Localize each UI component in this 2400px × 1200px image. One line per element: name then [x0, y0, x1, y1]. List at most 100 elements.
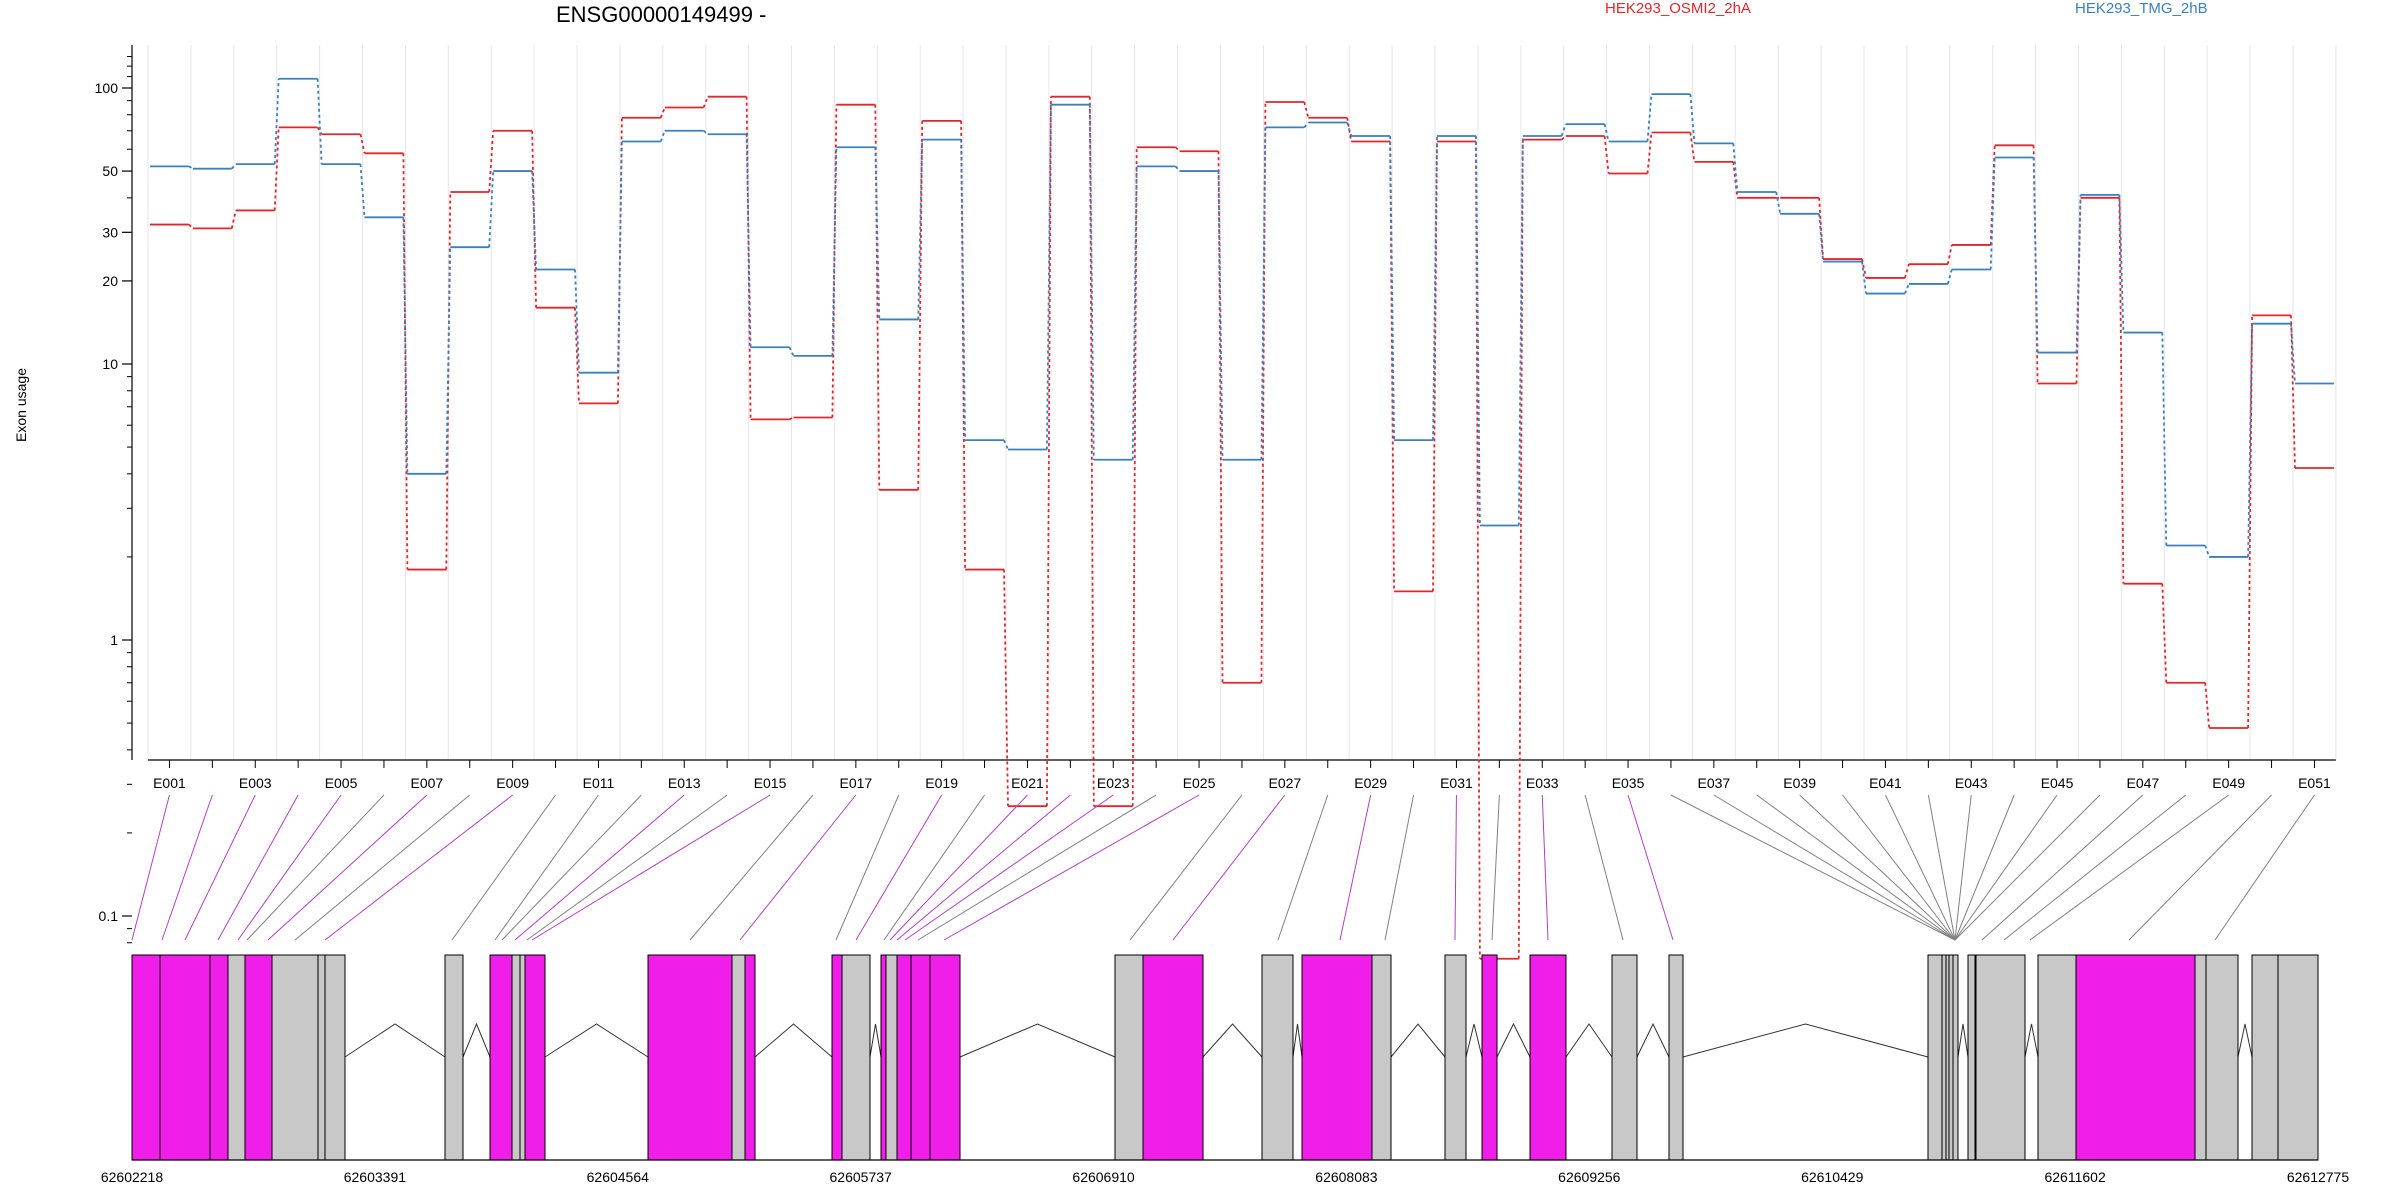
series-connector: [789, 416, 794, 421]
exon-connector: [1339, 794, 1372, 941]
exon-connector: [324, 794, 513, 941]
genomic-tick-label: 62603391: [344, 1169, 407, 1185]
exon-box: [1611, 954, 1638, 1161]
x-tick-label: E043: [1955, 775, 1988, 791]
exon-connector: [1954, 794, 2101, 941]
series-connector: [1046, 96, 1052, 807]
exon-box-highlighted: [831, 954, 843, 1161]
exon-box: [2037, 954, 2077, 1161]
series-connector: [1861, 261, 1867, 294]
exon-connector: [855, 794, 943, 941]
series-connector: [2204, 682, 2211, 729]
exon-box-highlighted: [524, 954, 546, 1161]
exon-connector: [1981, 794, 2144, 941]
series-connector: [960, 139, 966, 441]
exon-box: [1261, 954, 1294, 1161]
series-1: [150, 95, 2334, 960]
series-connector: [831, 147, 838, 356]
x-tick-label: E033: [1526, 775, 1559, 791]
series-connector: [574, 307, 580, 404]
exon-connector: [1799, 794, 1956, 941]
exon-box: [1941, 954, 1947, 1161]
series-connector: [1389, 135, 1395, 441]
exon-box: [1114, 954, 1144, 1161]
y-tick-label: 50: [102, 163, 118, 179]
exon-connector: [2128, 794, 2272, 941]
exon-connector: [1756, 794, 1956, 941]
intron: [344, 1023, 446, 1058]
exon-box-highlighted: [159, 954, 211, 1161]
series-connector: [2075, 194, 2082, 353]
exon-connector: [889, 794, 1028, 941]
plot-axes: 0.1 1 10 20 30 50 100 E001 E003 E005 E007 E009 E011 E…: [95, 45, 2336, 944]
series-connector: [1689, 132, 1696, 162]
series-connector: [2204, 545, 2211, 558]
series-connector: [445, 247, 452, 474]
series-connector: [188, 223, 194, 230]
exon-box-highlighted: [910, 954, 931, 1161]
exon-connector: [131, 794, 170, 941]
series-connector: [1603, 123, 1610, 142]
genomic-tick-label: 62604564: [587, 1169, 650, 1185]
series-connector: [2247, 323, 2253, 557]
series-connector: [188, 165, 194, 170]
exon-box-highlighted: [896, 954, 912, 1161]
exon-connector: [1842, 794, 1956, 941]
intron: [462, 1022, 491, 1058]
exon-box: [271, 954, 319, 1161]
exon-box: [1927, 954, 1943, 1161]
genomic-tick-label: 62612775: [2287, 1169, 2350, 1185]
exon-connector: [883, 794, 985, 941]
series-connector: [1131, 166, 1138, 460]
series-connector: [1689, 94, 1696, 144]
series-connector: [1432, 135, 1438, 441]
exon-connector: [246, 794, 385, 941]
series-connector: [1775, 191, 1782, 214]
exon-box: [511, 954, 521, 1161]
exon-connector: [2214, 794, 2315, 941]
series-connector: [2032, 157, 2039, 353]
exon-connector: [689, 794, 814, 941]
exon-box-highlighted: [209, 954, 229, 1161]
y-tick-label: 0.1: [99, 908, 119, 924]
x-tick-label: E029: [1354, 775, 1387, 791]
exon-connector: [1670, 794, 1956, 941]
exon-box: [519, 954, 526, 1161]
series-connector: [659, 130, 666, 142]
series-connector: [1217, 151, 1224, 683]
exon-box-highlighted: [929, 954, 961, 1161]
series-connector: [1003, 439, 1009, 450]
exon-connector: [1541, 794, 1549, 941]
exon-connector: [531, 794, 771, 941]
series-connector: [788, 346, 795, 357]
x-tick-label: E003: [239, 775, 272, 791]
exon-box-highlighted: [244, 954, 273, 1161]
series-connector: [574, 269, 580, 373]
gene-model-track: [131, 954, 2319, 1161]
series-connector: [1088, 104, 1095, 460]
series-connector: [2118, 194, 2125, 333]
exon-box-highlighted: [2075, 954, 2196, 1161]
x-tick-label: E051: [2298, 775, 2331, 791]
genomic-tick-label: 62608083: [1315, 1169, 1378, 1185]
y-tick-label: 10: [102, 356, 118, 372]
series-connector: [2290, 315, 2296, 469]
exon-connector: [451, 794, 556, 941]
series-connector: [1561, 135, 1567, 141]
series-connector: [1646, 94, 1653, 142]
intron: [1957, 1023, 1969, 1058]
exon-connector: [2029, 794, 2229, 941]
series-connector: [1989, 157, 1996, 270]
series-connector: [1818, 213, 1824, 262]
intron: [1565, 1023, 1613, 1058]
intron: [1682, 1023, 1929, 1058]
series-connector: [1904, 263, 1910, 279]
y-tick-label: 20: [102, 273, 118, 289]
x-tick-label: E011: [583, 775, 615, 791]
series-connector: [359, 164, 366, 218]
x-tick-label: E005: [325, 775, 358, 791]
x-tick-label: E001: [153, 775, 186, 791]
series-connector: [1904, 283, 1910, 294]
series-connector: [231, 163, 237, 170]
legend-entry-series-2: HEK293_TMG_2hB: [2075, 0, 2208, 17]
